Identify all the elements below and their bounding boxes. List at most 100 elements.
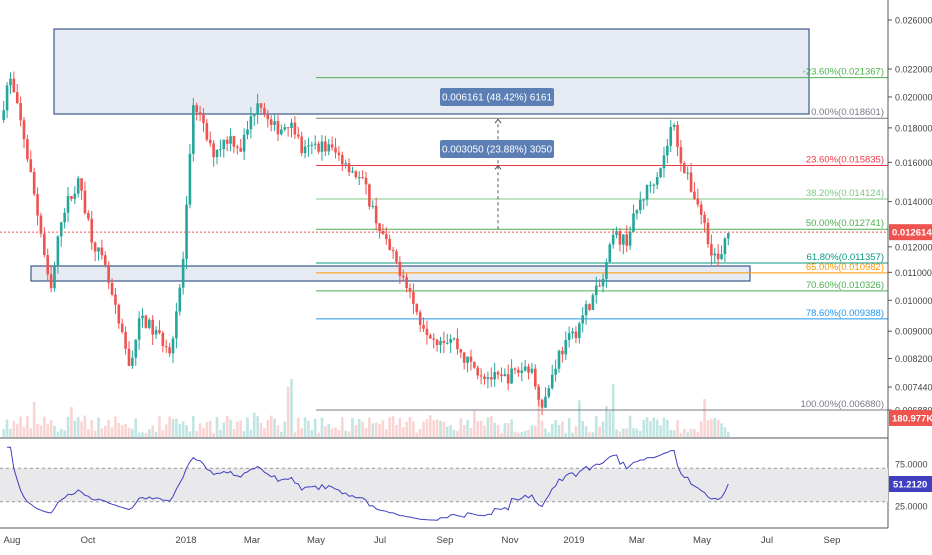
rsi-tick-label: 75.0000	[895, 460, 928, 470]
candle-body	[601, 278, 605, 287]
candle-body	[611, 234, 615, 245]
candle-body	[198, 112, 202, 114]
volume-bar	[32, 402, 36, 437]
volume-bar	[544, 428, 547, 437]
candle-body	[429, 335, 432, 339]
candle-body	[236, 146, 239, 149]
price-tick-label: 0.022000	[895, 65, 932, 75]
volume-bar	[395, 424, 398, 437]
measure-tag-label: 0.003050 (23.88%) 3050	[442, 145, 553, 156]
candle-body	[422, 324, 425, 329]
rsi-line	[7, 446, 729, 521]
volume-bar	[567, 418, 571, 437]
candle-body	[127, 348, 131, 366]
candle-body	[432, 338, 436, 340]
fib-level-label: 50.00%(0.012741)	[806, 218, 884, 229]
candle-body	[368, 184, 371, 207]
candle-body	[408, 287, 412, 292]
measure-tag[interactable]	[440, 88, 554, 106]
volume-bar	[672, 430, 676, 437]
volume-bar	[401, 427, 405, 437]
candle-body	[80, 178, 83, 191]
volume-bar	[408, 416, 412, 437]
volume-bar	[56, 431, 60, 437]
fib-retracement[interactable]: -23.60%(0.021367) 0.00%(0.018601) 23.60%(0…	[316, 67, 888, 411]
candle-body	[59, 222, 63, 237]
volume-bar	[212, 432, 215, 437]
measure-tag[interactable]	[440, 140, 554, 158]
volume-bar	[124, 423, 127, 437]
price-tick-label: 0.026000	[895, 16, 932, 26]
volume-bar	[327, 424, 331, 437]
candle-body	[171, 338, 175, 354]
volume-bar	[429, 415, 432, 437]
volume-bar	[557, 424, 561, 437]
resistance-zone-box[interactable]	[53, 28, 810, 115]
candle-body	[449, 338, 452, 343]
volume-bar	[131, 428, 134, 437]
candle-body	[696, 198, 700, 205]
candle-body	[442, 340, 446, 343]
volume-bar	[527, 429, 530, 437]
candle-body	[679, 146, 683, 164]
volume-bar	[97, 417, 100, 437]
volume-bar	[2, 429, 5, 437]
rsi-pane[interactable]: 75.0000 25.0000 51.2120	[0, 446, 932, 521]
price-tick-label: 0.012000	[895, 242, 932, 252]
candle-body	[300, 136, 303, 154]
volume-bar	[151, 425, 154, 437]
time-tick-label: Sep	[437, 535, 454, 546]
volume-bar	[649, 421, 652, 437]
volume-bar	[161, 429, 165, 437]
volume-bar	[164, 424, 168, 437]
candle-body	[682, 163, 686, 174]
volume-bar	[313, 418, 317, 437]
candle-body	[137, 318, 141, 340]
candle-body	[645, 185, 649, 200]
volume-bar	[15, 423, 19, 437]
volume-bar	[689, 428, 693, 437]
candle-body	[706, 223, 710, 245]
candle-body	[398, 261, 402, 276]
candle-body	[676, 124, 679, 147]
volume-bar	[76, 416, 80, 437]
candle-body	[124, 331, 127, 349]
volume-bar	[100, 428, 104, 437]
volume-badge	[889, 410, 932, 426]
volume-bar	[90, 420, 94, 437]
support-zone-box[interactable]	[30, 265, 751, 282]
measure-tool[interactable]: 0.006161 (48.42%) 6161 0.003050 (23.88%) …	[440, 88, 554, 230]
volume-bar	[330, 428, 334, 437]
volume-bar	[720, 423, 723, 437]
candle-body	[117, 304, 121, 324]
candle-body	[205, 123, 209, 140]
volume-bar	[263, 428, 266, 437]
fib-level-label: -23.60%(0.021367)	[803, 67, 884, 78]
volume-bar	[347, 431, 351, 437]
volume-bar	[53, 425, 56, 437]
candle-body	[215, 149, 219, 158]
volume-bar	[588, 432, 591, 437]
time-tick-label: 2019	[563, 535, 584, 546]
candle-body	[310, 144, 314, 146]
volume-bar	[645, 417, 649, 437]
candle-body	[239, 148, 243, 152]
candle-body	[540, 399, 544, 408]
volume-bar	[208, 420, 212, 437]
candle-body	[364, 177, 368, 185]
candle-body	[276, 121, 280, 135]
volume-bar	[466, 420, 469, 437]
volume-bar	[442, 421, 446, 437]
volume-bar	[391, 416, 395, 437]
fib-level-label: 78.60%(0.009388)	[806, 308, 884, 319]
candle-body	[296, 134, 300, 137]
zone-rectangles[interactable]	[30, 28, 810, 282]
volume-bar	[215, 416, 219, 437]
volume-bar	[520, 432, 524, 437]
volume-bar	[574, 426, 578, 437]
volume-bar	[158, 416, 161, 437]
volume-bar	[110, 427, 114, 437]
volume-bar	[22, 427, 26, 437]
